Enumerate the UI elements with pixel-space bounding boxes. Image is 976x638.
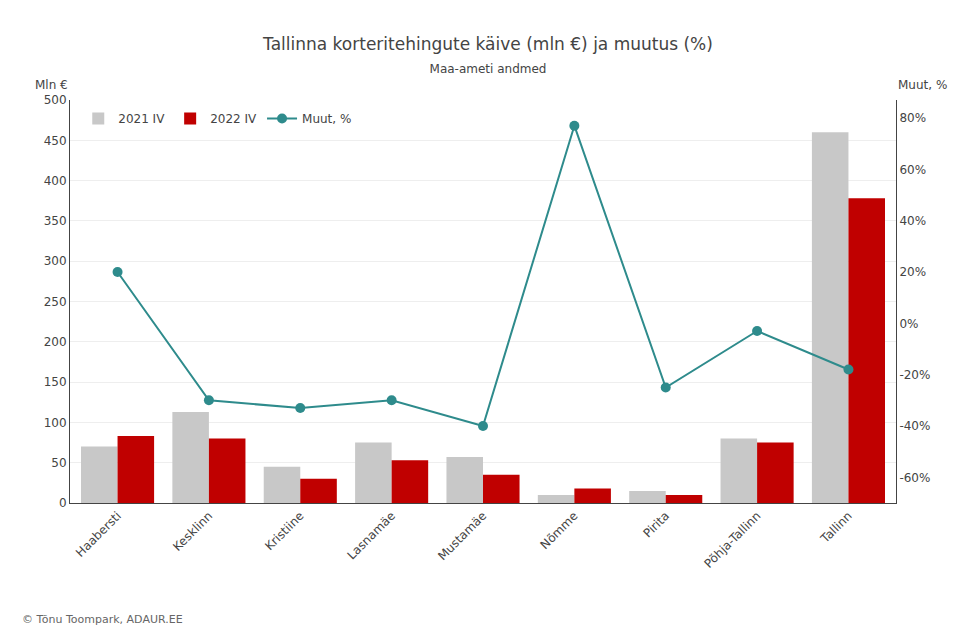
svg-text:Kristiine: Kristiine	[262, 509, 306, 553]
svg-text:Pirita: Pirita	[641, 509, 673, 541]
svg-text:Tallinn: Tallinn	[817, 509, 854, 546]
svg-text:-60%: -60%	[899, 471, 930, 485]
svg-text:40%: 40%	[899, 214, 926, 228]
svg-text:Kesklinn: Kesklinn	[170, 509, 215, 554]
svg-text:Maa-ameti andmed: Maa-ameti andmed	[430, 62, 547, 76]
svg-text:-40%: -40%	[899, 419, 930, 433]
svg-text:0%: 0%	[899, 317, 918, 331]
svg-text:-20%: -20%	[899, 368, 930, 382]
svg-text:450: 450	[44, 134, 67, 148]
svg-text:500: 500	[44, 93, 67, 107]
svg-text:Mustamäe: Mustamäe	[435, 509, 489, 563]
svg-text:400: 400	[44, 174, 67, 188]
svg-text:2022 IV: 2022 IV	[210, 112, 257, 126]
svg-text:250: 250	[44, 295, 67, 309]
svg-text:Nõmme: Nõmme	[538, 509, 581, 552]
svg-text:Põhja-Tallinn: Põhja-Tallinn	[702, 509, 764, 571]
svg-text:200: 200	[44, 335, 67, 349]
svg-text:2021 IV: 2021 IV	[118, 112, 165, 126]
svg-text:Haabersti: Haabersti	[73, 509, 124, 560]
svg-text:20%: 20%	[899, 265, 926, 279]
svg-text:Tallinna korteritehingute käiv: Tallinna korteritehingute käive (mln €) …	[262, 34, 713, 54]
svg-text:© Tõnu Toompark, ADAUR.EE: © Tõnu Toompark, ADAUR.EE	[22, 613, 183, 626]
svg-text:Lasnamäe: Lasnamäe	[344, 509, 398, 563]
svg-text:350: 350	[44, 214, 67, 228]
svg-text:Muut, %: Muut, %	[898, 78, 947, 92]
svg-text:60%: 60%	[899, 163, 926, 177]
svg-text:0: 0	[59, 496, 67, 510]
svg-text:Mln €: Mln €	[35, 78, 68, 92]
svg-text:Muut, %: Muut, %	[302, 112, 351, 126]
svg-text:50: 50	[51, 456, 66, 470]
svg-text:300: 300	[44, 254, 67, 268]
svg-text:100: 100	[44, 416, 67, 430]
svg-text:80%: 80%	[899, 111, 926, 125]
svg-text:150: 150	[44, 375, 67, 389]
